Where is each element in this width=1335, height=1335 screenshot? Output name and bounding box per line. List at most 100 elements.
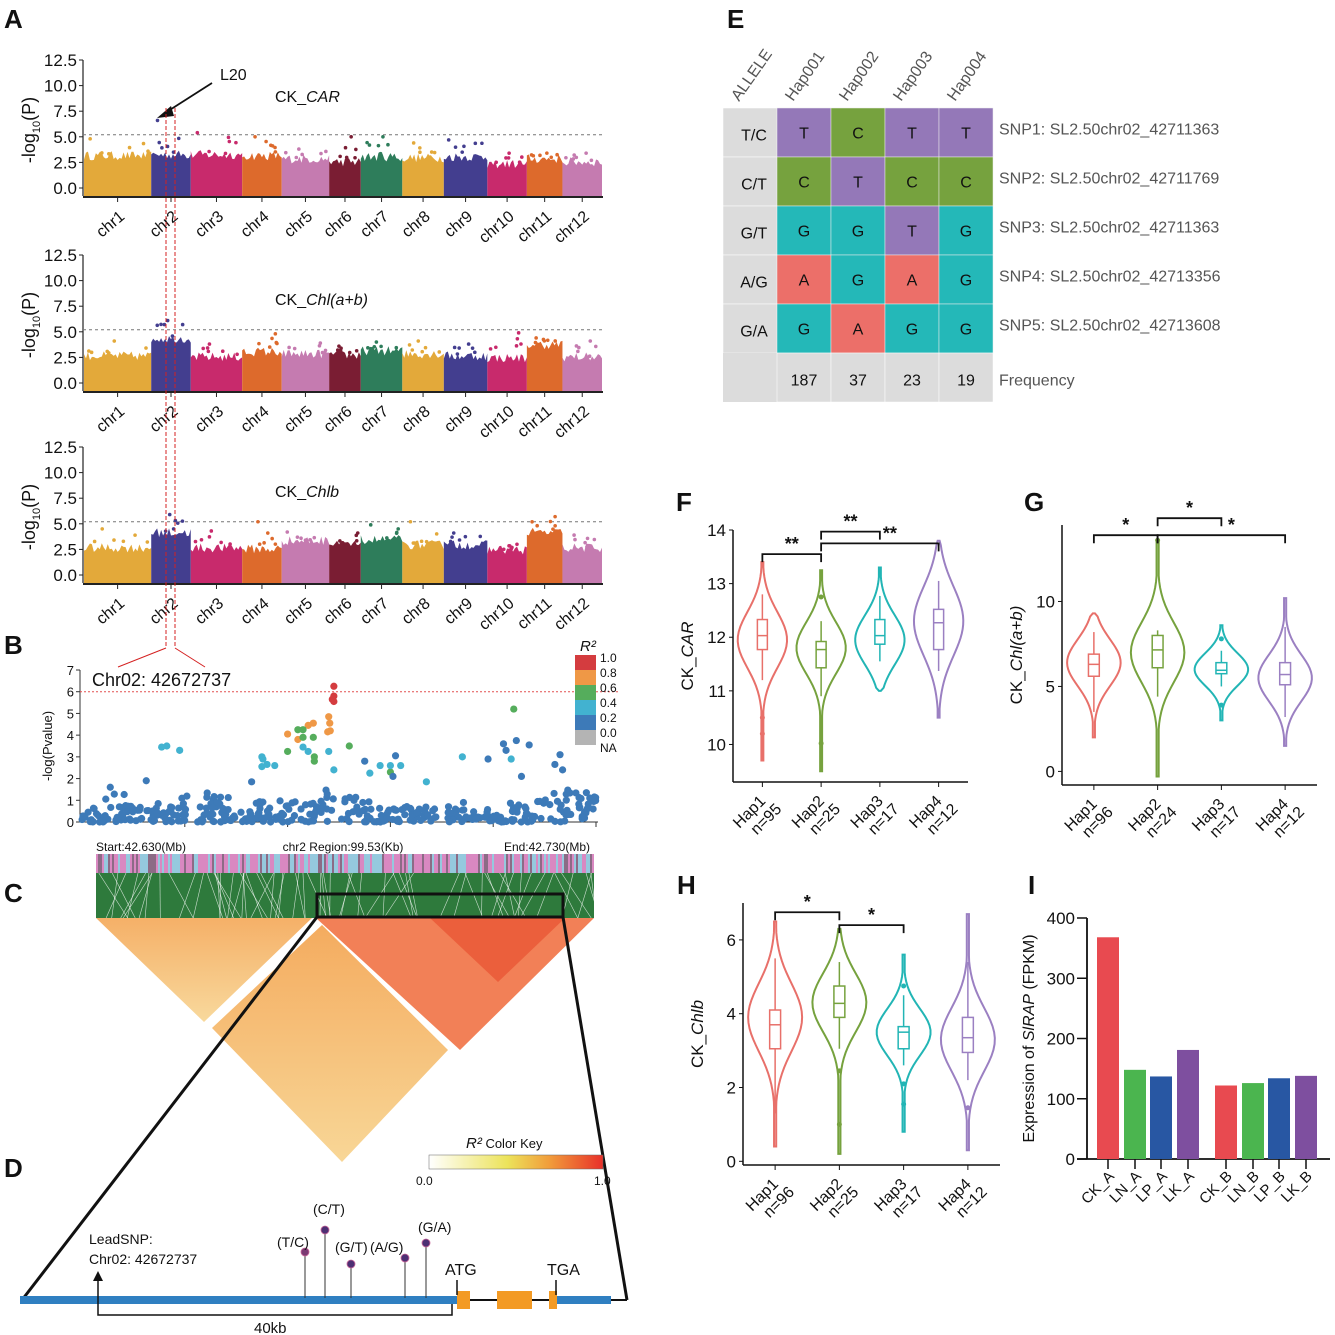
density-stripe — [272, 854, 274, 873]
snp-point — [193, 539, 198, 544]
significance-bracket — [1156, 534, 1287, 544]
snp-point — [460, 150, 465, 154]
snp-point — [472, 815, 480, 823]
snp-point — [416, 339, 421, 343]
snp-point-highlight — [299, 726, 307, 734]
y-axis-label: CK_Chl(a+b) — [1007, 606, 1026, 705]
snp-point — [329, 795, 337, 803]
frequency-value: 19 — [957, 373, 975, 390]
snp-point — [323, 805, 331, 813]
ld-start-label: Start:42.630(Mb) — [96, 840, 186, 854]
snp-point — [501, 547, 506, 552]
snp-point — [115, 803, 123, 811]
snp-point — [298, 816, 306, 824]
density-stripe — [522, 854, 524, 873]
snp-point-highlight — [517, 772, 526, 781]
snp-point — [410, 348, 415, 352]
snp-point — [254, 810, 262, 818]
snp-point — [563, 806, 571, 814]
density-stripe — [438, 854, 440, 873]
snp-point — [566, 789, 574, 797]
density-stripe — [366, 854, 368, 873]
x-tick-label: chr12 — [551, 208, 593, 247]
density-stripe — [400, 854, 402, 873]
density-stripe — [198, 854, 200, 873]
snp-point — [359, 798, 367, 807]
density-stripe — [412, 854, 414, 873]
snp-point — [79, 812, 87, 820]
snp-point — [267, 345, 272, 349]
significance-bracket — [761, 553, 823, 563]
x-tick-label: chr8 — [399, 208, 434, 241]
density-stripe — [162, 854, 164, 873]
color-key-gradient — [428, 1154, 604, 1170]
connector-line — [292, 872, 300, 919]
outlier-point — [818, 740, 824, 746]
snp-point — [434, 532, 439, 536]
lead-snp-arrow — [93, 1271, 103, 1281]
snp-point — [462, 144, 466, 149]
snp-point — [205, 346, 210, 350]
y-tick-label: 7 — [67, 663, 74, 678]
y-tick-label: 10 — [707, 735, 726, 754]
atg-label: ATG — [445, 1262, 477, 1279]
density-stripe — [334, 854, 336, 873]
x-tick-label: chr9 — [441, 595, 476, 628]
trait-title: CK_Chlb — [275, 484, 339, 501]
snp-point-highlight — [299, 733, 307, 741]
snp-point — [150, 816, 159, 825]
snp-point — [228, 542, 232, 546]
density-stripe — [332, 854, 334, 873]
significance-bracket — [820, 530, 881, 540]
snp-point — [297, 147, 301, 151]
significance-bracket — [838, 924, 905, 934]
density-stripe — [452, 854, 454, 873]
zoom-connector-right — [561, 916, 629, 1301]
snp-point — [133, 533, 137, 537]
density-stripe — [298, 854, 300, 873]
snp-point — [89, 804, 98, 812]
snp-point — [89, 818, 97, 826]
density-stripe — [462, 854, 464, 873]
density-stripe — [422, 854, 424, 873]
chromosome-block-chr11 — [526, 527, 563, 583]
significance-label: ** — [843, 512, 857, 532]
chromosome-block-chr7 — [360, 152, 403, 196]
snp-point — [537, 814, 545, 823]
snp-point — [555, 152, 559, 157]
chromosome-block-chr7 — [360, 535, 403, 583]
y-tick-label: 400 — [1047, 909, 1075, 928]
violin-shape — [1193, 624, 1250, 722]
connector-line — [111, 872, 119, 919]
y-tick-label: 12.5 — [44, 438, 77, 457]
density-stripe — [358, 854, 360, 873]
outlier-point — [1218, 702, 1224, 708]
ld-region-label: chr2 Region:99.53(Kb) — [283, 840, 404, 854]
connector-line — [590, 872, 597, 919]
outlier-point — [836, 1121, 842, 1127]
chromosome-block-chr12 — [562, 352, 602, 391]
x-tick-label: chr10 — [476, 595, 518, 634]
snp-point — [448, 539, 453, 544]
snp-point — [365, 140, 369, 145]
snp-point — [407, 805, 415, 813]
y-tick-label: 0 — [67, 815, 74, 830]
y-axis-label: CK_CAR — [678, 622, 697, 691]
connector-line — [302, 872, 306, 919]
snp-point — [257, 341, 261, 346]
snp-point — [155, 118, 160, 123]
snp-point — [549, 155, 554, 160]
x-tick-label: chr2 — [147, 403, 182, 436]
snp-point — [343, 145, 348, 150]
snp-point — [223, 151, 228, 156]
density-stripe — [372, 854, 374, 873]
snp-point-highlight — [551, 760, 559, 769]
snp-point-highlight — [176, 746, 184, 754]
snp-point — [564, 155, 568, 160]
snp-point — [562, 796, 570, 804]
density-stripe — [196, 854, 198, 873]
snp-marker — [320, 1225, 330, 1235]
chromosome-block-chr12 — [562, 543, 602, 583]
